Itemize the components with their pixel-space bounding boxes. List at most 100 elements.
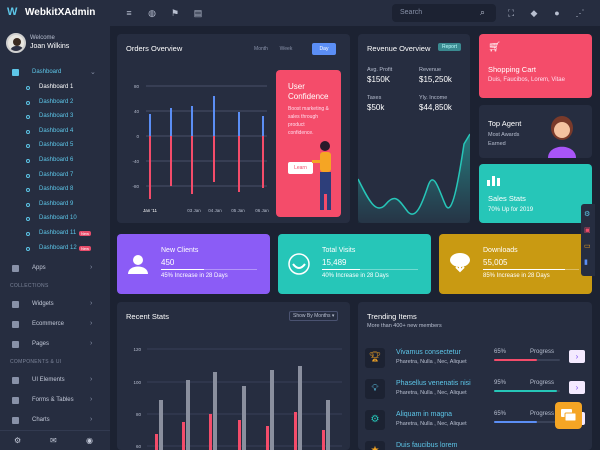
- sidebar-subitem[interactable]: Dashboard 10: [0, 213, 110, 227]
- search-icon[interactable]: ⌕: [480, 7, 486, 17]
- stat-label: Yly. Income: [419, 95, 448, 101]
- settings-icon[interactable]: ⚙: [14, 436, 22, 445]
- bell-icon[interactable]: ◆: [530, 8, 538, 18]
- sidebar-subitem-label: Dashboard 10: [39, 215, 77, 222]
- globe-icon[interactable]: ◍: [148, 8, 156, 18]
- agent-line1: Most Awards: [488, 132, 520, 138]
- section-label: COMPONENTS & UI: [10, 359, 62, 365]
- downloads-card[interactable]: Downloads 55,005 85% Increase in 28 Days: [439, 234, 592, 294]
- search-input[interactable]: Search: [400, 9, 423, 16]
- chevron-right-icon[interactable]: ›: [569, 350, 585, 363]
- app-name[interactable]: WebkitXAdmin: [25, 7, 96, 18]
- stat-value: $50k: [367, 103, 385, 112]
- tab-month[interactable]: Month: [254, 46, 268, 52]
- bar-negative: [213, 136, 215, 182]
- sidebar-item-apps[interactable]: Apps ›: [0, 262, 110, 276]
- sidebar-subitem-label: Dashboard 2: [39, 98, 74, 105]
- bar-negative: [170, 136, 172, 186]
- stat-progress-fill: [161, 269, 205, 270]
- dashboard-icon: [12, 69, 19, 76]
- months-dropdown[interactable]: Show By Months ▾: [289, 311, 339, 321]
- sidebar-item-pages[interactable]: Pages ›: [0, 338, 110, 352]
- ecommerce-icon: [12, 321, 19, 328]
- circle-icon: [26, 246, 30, 251]
- sidebar-item-label: Forms & Tables: [32, 397, 74, 403]
- chevron-right-icon[interactable]: ›: [569, 381, 585, 394]
- learn-button[interactable]: Learn: [288, 162, 313, 174]
- sidebar-item-label: UI Elements: [32, 377, 65, 383]
- sidebar-subitem[interactable]: Dashboard 2: [0, 97, 110, 111]
- sidebar-item-dashboard[interactable]: Dashboard ⌄: [0, 66, 110, 80]
- new-clients-card[interactable]: New Clients 450 45% Increase in 28 Days: [117, 234, 270, 294]
- avatar[interactable]: [6, 33, 26, 53]
- mail-icon[interactable]: ✉: [50, 436, 57, 445]
- topbar: ≡ ◍ ⚑ ▤ ⛶ ◆ ● ⋰: [110, 0, 600, 26]
- stat-value: $44,850k: [419, 103, 452, 112]
- cart-icon[interactable]: ▮: [584, 259, 588, 266]
- flag-icon[interactable]: ⚑: [170, 8, 180, 18]
- report-tag[interactable]: Report: [438, 43, 462, 51]
- window-icon[interactable]: ▭: [584, 243, 591, 250]
- sidebar-item-forms-tables[interactable]: Forms & Tables ›: [0, 394, 110, 408]
- sidebar-subitem[interactable]: Dashboard 8: [0, 184, 110, 198]
- search-box[interactable]: Search ⌕: [392, 4, 496, 22]
- trending-progress-fill: [494, 390, 557, 392]
- sales-title: Sales Stats: [488, 194, 526, 203]
- bar-series-b: [242, 386, 246, 450]
- fullscreen-icon[interactable]: ⛶: [507, 8, 515, 18]
- chat-button[interactable]: [555, 402, 582, 429]
- bar-series-a: [182, 422, 185, 450]
- new-badge: New: [79, 245, 92, 251]
- trending-name[interactable]: Phasellus venenatis nisi: [396, 380, 471, 387]
- stat-progress-fill: [483, 269, 565, 270]
- sidebar-subitem[interactable]: Dashboard 7: [0, 170, 110, 184]
- sidebar-subitem-label: Dashboard 1: [39, 84, 74, 90]
- stat-value: 15,489: [322, 258, 347, 267]
- user-icon[interactable]: ●: [554, 8, 560, 18]
- power-icon[interactable]: ◉: [86, 436, 93, 445]
- sidebar-item-ecommerce[interactable]: Ecommerce ›: [0, 318, 110, 332]
- share-icon[interactable]: ⋰: [575, 8, 585, 18]
- chat-icon: [561, 409, 576, 422]
- user-name: Joan Wilkins: [30, 43, 70, 50]
- total-visits-card[interactable]: Total Visits 15,489 40% Increase in 28 D…: [278, 234, 431, 294]
- trending-name[interactable]: Aliquam in magna: [396, 411, 453, 418]
- circle-icon: [26, 86, 30, 90]
- clipboard-icon[interactable]: ▤: [193, 8, 203, 18]
- sidebar-item-charts[interactable]: Charts ›: [0, 414, 110, 428]
- menu-icon[interactable]: ≡: [126, 8, 132, 18]
- sidebar-subitem[interactable]: Dashboard 12 New: [0, 243, 110, 257]
- card-title: Recent Stats: [126, 312, 169, 321]
- image-icon[interactable]: ▣: [584, 227, 591, 234]
- bar-series-a: [266, 426, 269, 450]
- settings-icon[interactable]: ⚙: [584, 211, 591, 218]
- sales-stats-card[interactable]: Sales Stats 70% Up for 2019: [479, 164, 592, 223]
- sidebar-subitem[interactable]: Dashboard 9: [0, 199, 110, 213]
- x-tick-label: 06 Jan: [255, 208, 269, 213]
- tab-day[interactable]: Day: [312, 43, 336, 55]
- sidebar-item-ui-elements[interactable]: UI Elements ›: [0, 374, 110, 388]
- sidebar-subitem[interactable]: Dashboard 5: [0, 140, 110, 154]
- bar-negative: [238, 136, 240, 192]
- shopping-cart-card[interactable]: 🛒︎ Shopping Cart Duis, Faucibos, Lorem, …: [479, 34, 592, 98]
- sidebar-subitem[interactable]: Dashboard 1: [0, 82, 110, 96]
- sidebar-subitem[interactable]: Dashboard 11 New: [0, 228, 110, 242]
- circle-icon: [26, 159, 30, 163]
- trending-name[interactable]: Vivamus consectetur: [396, 349, 461, 356]
- chevron-right-icon: ›: [90, 320, 93, 327]
- sidebar-subitem[interactable]: Dashboard 3: [0, 111, 110, 125]
- forms-icon: [12, 397, 19, 404]
- tab-week[interactable]: Week: [279, 46, 293, 52]
- y-tick-label: -40: [132, 159, 139, 164]
- section-label: COLLECTIONS: [10, 283, 49, 289]
- stat-value: 55,005: [483, 258, 508, 267]
- sidebar-subitem-label: Dashboard 8: [39, 186, 74, 193]
- bar-positive: [149, 114, 151, 136]
- sidebar-item-widgets[interactable]: Widgets ›: [0, 298, 110, 312]
- y-tick-label: 40: [134, 109, 140, 114]
- sidebar-subitem[interactable]: Dashboard 4: [0, 126, 110, 140]
- trending-name[interactable]: Duis faucibus lorem: [396, 442, 458, 449]
- sidebar-subitem-label: Dashboard 7: [39, 171, 74, 178]
- chevron-right-icon: ›: [90, 396, 93, 403]
- sidebar-subitem[interactable]: Dashboard 6: [0, 155, 110, 169]
